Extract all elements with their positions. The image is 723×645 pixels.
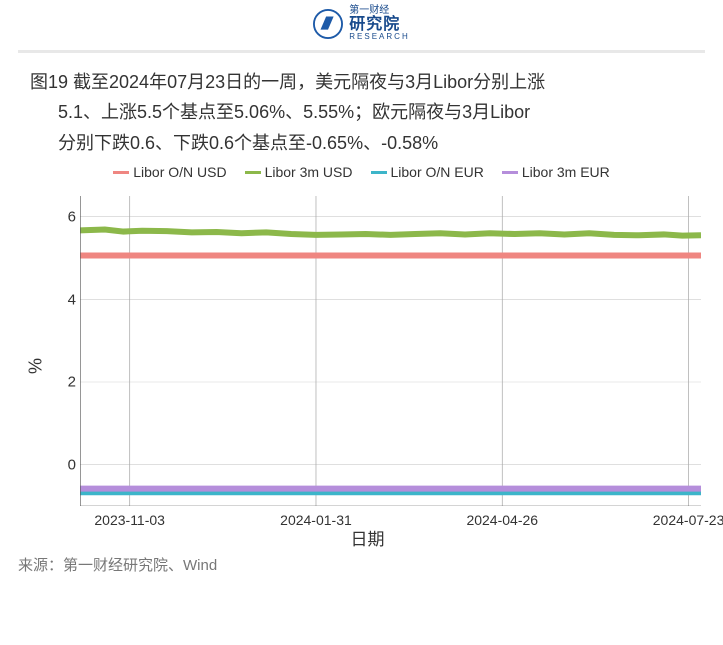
legend-label: Libor O/N EUR (391, 164, 484, 180)
title-line-1: 图19 截至2024年07月23日的一周，美元隔夜与3月Libor分别上涨 (30, 67, 693, 98)
chart-legend: Libor O/N USD Libor 3m USD Libor O/N EUR Li… (0, 162, 723, 186)
legend-item: Libor O/N USD (113, 164, 226, 180)
legend-item: Libor 3m EUR (502, 164, 610, 180)
x-tick-label: 2024-07-23 (653, 512, 723, 528)
legend-label: Libor 3m EUR (522, 164, 610, 180)
y-tick-label: 4 (52, 291, 76, 308)
legend-swatch (502, 171, 518, 174)
x-axis-label: 日期 (351, 525, 385, 550)
logo-text: 第一财经 研究院 RESEARCH (349, 6, 409, 42)
page-header: 第一财经 研究院 RESEARCH (18, 0, 705, 53)
x-tick-label: 2023-11-03 (94, 512, 165, 528)
legend-swatch (371, 171, 387, 174)
chart-title: 图19 截至2024年07月23日的一周，美元隔夜与3月Libor分别上涨 5.… (0, 53, 723, 163)
legend-item: Libor O/N EUR (371, 164, 484, 180)
y-tick-label: 0 (52, 457, 76, 474)
chart-area: % 日期 02462023-11-032024-01-312024-04-262… (30, 186, 705, 546)
logo-small-text: 第一财经 (349, 6, 409, 17)
title-line-3: 分别下跌0.6、下跌0.6个基点至-0.65%、-0.58% (30, 128, 693, 159)
logo-en-text: RESEARCH (349, 33, 409, 41)
legend-swatch (245, 171, 261, 174)
legend-label: Libor O/N USD (133, 164, 226, 180)
legend-label: Libor 3m USD (265, 164, 353, 180)
legend-swatch (113, 171, 129, 174)
legend-item: Libor 3m USD (245, 164, 353, 180)
x-tick-label: 2024-01-31 (280, 512, 352, 528)
logo: 第一财经 研究院 RESEARCH (313, 6, 409, 42)
x-tick-label: 2024-04-26 (466, 512, 538, 528)
logo-cn-text: 研究院 (349, 17, 409, 34)
logo-icon (313, 9, 343, 39)
title-line-2: 5.1、上涨5.5个基点至5.06%、5.55%；欧元隔夜与3月Libor (30, 97, 693, 128)
y-tick-label: 6 (52, 209, 76, 226)
y-tick-label: 2 (52, 374, 76, 391)
plot-region (80, 196, 701, 506)
y-axis-label: % (26, 358, 47, 374)
source-text: 来源：第一财经研究院、Wind (0, 546, 723, 575)
